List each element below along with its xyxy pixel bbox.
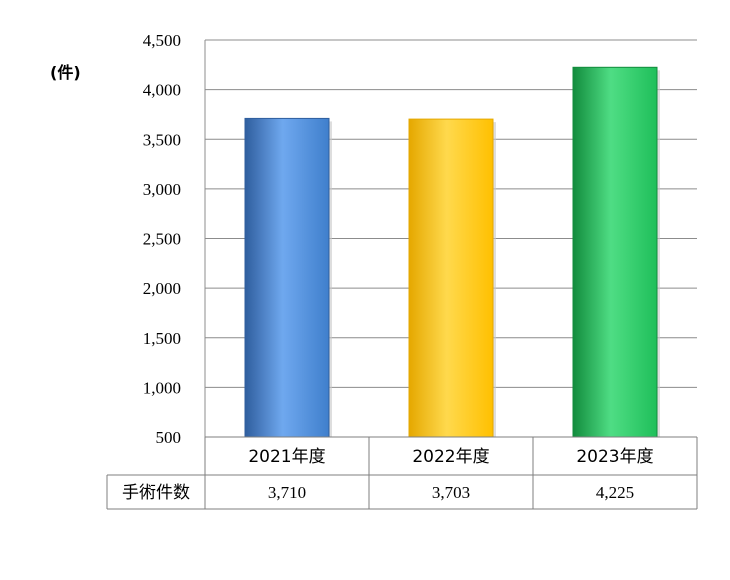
- y-tick-label: 4,500: [143, 31, 181, 50]
- bars: [244, 66, 660, 438]
- bar: [572, 66, 658, 438]
- x-category-label: 2021年度: [248, 447, 325, 467]
- y-tick-label: 1,000: [143, 378, 181, 397]
- x-category-label: 2022年度: [412, 447, 489, 467]
- data-value-cell: 3,703: [432, 483, 470, 502]
- y-tick-label: 3,500: [143, 130, 181, 149]
- y-tick-label: 500: [156, 428, 182, 447]
- data-table: 2021年度 3,710 2022年度 3,703 2023年度 4,225 手術件数: [106, 436, 698, 510]
- data-value-cell: 4,225: [596, 483, 634, 502]
- y-tick-label: 1,500: [143, 329, 181, 348]
- y-tick-label: 2,000: [143, 279, 181, 298]
- bar: [244, 117, 330, 438]
- bar: [408, 118, 494, 438]
- y-tick-label: 4,000: [143, 81, 181, 100]
- y-tick-label: 3,000: [143, 180, 181, 199]
- x-category-label: 2023年度: [576, 447, 653, 467]
- unit-label: (件): [50, 63, 81, 82]
- y-tick-label: 2,500: [143, 230, 181, 249]
- table-row-label: 手術件数: [122, 483, 190, 503]
- data-value-cell: 3,710: [268, 483, 306, 502]
- y-axis-ticks: 500 1,000 1,500 2,000 2,500 3,000 3,500 4,000 4,…: [143, 31, 181, 447]
